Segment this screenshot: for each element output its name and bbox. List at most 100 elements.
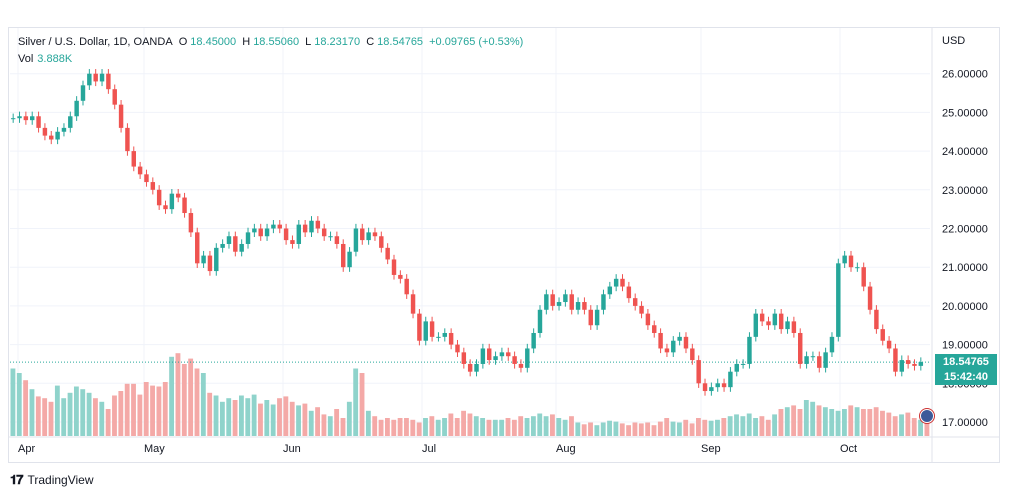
x-tick-label: Jun <box>283 443 301 455</box>
volume-bar <box>797 409 803 436</box>
volume-bar <box>270 404 276 436</box>
volume-bar <box>911 418 917 436</box>
footer: 𝟏𝟕 TradingView <box>10 472 94 488</box>
volume-bar <box>670 421 676 436</box>
volume-bar <box>740 416 746 436</box>
volume-bar <box>689 423 695 436</box>
tradingview-logo-icon[interactable]: 𝟏𝟕 <box>10 472 24 487</box>
candle-body <box>341 243 346 268</box>
candle-body <box>829 336 835 353</box>
y-tick-label: 24.00000 <box>942 146 988 158</box>
candle-body <box>848 255 854 268</box>
candle-body <box>563 294 568 303</box>
candle-body <box>747 336 752 364</box>
candle-body <box>29 116 35 121</box>
volume-bar <box>124 383 130 436</box>
volume-bar <box>353 368 359 436</box>
volume-bar <box>283 396 289 436</box>
volume-bar <box>42 398 48 436</box>
volume-bar <box>492 419 498 436</box>
candle-body <box>233 236 238 252</box>
volume-bar <box>359 373 365 436</box>
volume-bar <box>594 425 600 436</box>
candle-body <box>49 135 54 140</box>
volume-bar <box>194 368 200 436</box>
candle-body <box>626 286 632 299</box>
volume-bar <box>772 414 778 436</box>
y-tick-label: 22.00000 <box>942 224 988 236</box>
volume-bar <box>258 403 263 436</box>
candle-body <box>144 174 149 183</box>
candle-body <box>207 255 213 272</box>
volume-bar <box>683 419 689 436</box>
candle-body <box>429 321 435 337</box>
volume-bar <box>753 418 758 436</box>
volume-bar <box>486 419 492 436</box>
volume-bar <box>93 398 98 436</box>
candle-body <box>188 213 194 233</box>
brand-name[interactable]: TradingView <box>27 473 94 487</box>
volume-bar <box>131 383 136 436</box>
x-tick-label: Jul <box>422 443 436 455</box>
volume-bar <box>423 418 428 436</box>
candle-body <box>810 356 816 358</box>
candle-body <box>118 104 124 128</box>
currency-label[interactable]: USD <box>942 35 966 47</box>
volume-bar <box>54 385 60 436</box>
last-price-badge: 18.54765 15:42:40 <box>935 354 997 385</box>
candle-body <box>163 205 168 210</box>
volume-bar <box>861 409 866 436</box>
candle-body <box>87 73 92 86</box>
volume-bar <box>213 395 219 436</box>
volume-bar <box>746 413 752 436</box>
volume-bar <box>657 421 663 436</box>
volume-bar <box>524 418 530 436</box>
us-flag-icon <box>920 409 934 423</box>
volume-bar <box>854 407 860 436</box>
legend-header: Silver / U.S. Dollar, 1D, OANDA O 18.4500… <box>18 36 526 48</box>
candle-body <box>798 332 803 364</box>
candle-body <box>544 294 549 310</box>
x-tick-label: Sep <box>701 443 721 455</box>
candle-body <box>436 336 441 338</box>
candle-body <box>195 232 200 264</box>
candle-body <box>658 332 663 349</box>
symbol-title[interactable]: Silver / U.S. Dollar, 1D, OANDA <box>18 36 173 48</box>
candle-body <box>531 332 536 349</box>
volume-bar <box>384 418 390 436</box>
candle-body <box>677 336 682 341</box>
candle-body <box>874 309 879 330</box>
volume-bar <box>899 414 904 436</box>
candle-body <box>175 193 181 198</box>
volume-bar <box>518 416 524 436</box>
candle-body <box>68 116 73 128</box>
candle-body <box>61 127 67 132</box>
volume-bar <box>23 380 29 436</box>
volume-bar <box>619 423 625 436</box>
volume-bar <box>219 401 225 436</box>
candle-body <box>582 302 587 310</box>
volume-bar <box>880 410 885 436</box>
volume-bar <box>35 396 41 436</box>
candle-body <box>632 298 638 306</box>
volume-bar <box>105 409 111 436</box>
last-price: 18.54765 <box>943 356 989 368</box>
candle-body <box>106 73 111 90</box>
candle-body <box>137 166 143 175</box>
volume-bar <box>873 407 879 436</box>
y-tick-label: 23.00000 <box>942 185 988 197</box>
candle-body <box>880 329 885 341</box>
volume-bar <box>892 416 898 436</box>
volume-bar <box>410 419 416 436</box>
y-tick-label: 21.00000 <box>942 262 988 274</box>
volume-bar <box>245 398 251 436</box>
countdown-time: 15:42:40 <box>943 371 989 383</box>
chart-frame <box>8 27 1000 463</box>
candle-body <box>899 360 905 372</box>
volume-bar <box>607 420 612 436</box>
volume-bar <box>416 422 422 436</box>
volume-bar <box>73 386 79 436</box>
volume-bar <box>391 419 397 436</box>
volume-bar <box>169 356 175 436</box>
